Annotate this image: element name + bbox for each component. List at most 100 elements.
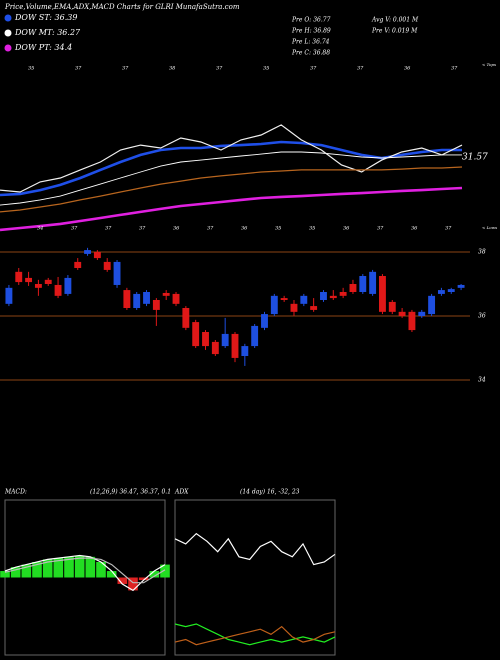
candle-body — [320, 292, 327, 300]
date-label: 36 — [241, 226, 248, 232]
note: < Tops — [482, 62, 496, 67]
date-label: 35 — [275, 226, 281, 232]
histogram-bar — [10, 567, 21, 578]
histogram-bar — [117, 577, 128, 584]
candle-body — [5, 287, 13, 304]
date-label: 37 — [445, 226, 452, 232]
histogram-bar — [85, 556, 96, 578]
candle-body — [329, 295, 337, 299]
candle-body — [388, 301, 396, 312]
histogram-bar — [74, 555, 85, 578]
series-line — [0, 151, 462, 206]
candle-body — [447, 289, 455, 292]
candle-body — [369, 271, 377, 294]
candle-body — [231, 333, 239, 358]
candle-body — [64, 277, 72, 294]
histogram-bar — [149, 571, 160, 578]
series-line — [0, 186, 463, 232]
candle-body — [290, 303, 298, 312]
histogram-bar — [42, 559, 53, 578]
candle-body — [418, 311, 426, 316]
candle-body — [261, 314, 268, 328]
date-label: 37 — [377, 226, 384, 232]
series-line — [174, 532, 336, 566]
date-label: 37 — [71, 226, 78, 232]
candle-body — [192, 322, 200, 347]
date-label: 36 — [343, 226, 350, 232]
panel-subtitle: (14 day) 16, -32, 23 — [240, 489, 300, 496]
candle-body — [280, 298, 288, 300]
candle-body — [44, 279, 52, 284]
y-tick-label: 38 — [478, 249, 486, 256]
panel — [174, 499, 336, 656]
histogram-bar — [138, 577, 149, 581]
candle-body — [349, 284, 357, 292]
date-label: 37 — [122, 66, 129, 72]
candle-body — [221, 333, 229, 347]
candle-body — [93, 252, 101, 259]
stat: Pre O: 36.77 — [291, 17, 331, 24]
panel — [4, 499, 166, 656]
candle-body — [300, 295, 308, 304]
candle-body — [113, 261, 121, 285]
legend-label: DOW MT: 36.27 — [14, 28, 81, 37]
panel-subtitle: (12,26,9) 36.47, 36.37, 0.1 — [90, 489, 171, 496]
date-label: 38 — [169, 66, 175, 72]
date-label: 36 — [411, 226, 418, 232]
histogram-bar — [64, 556, 74, 578]
date-label: 37 — [310, 66, 317, 72]
candle-body — [202, 332, 209, 347]
candle-body — [241, 346, 249, 356]
legend-marker — [4, 14, 12, 22]
note: < Lows — [482, 225, 497, 230]
panel-title: ADX — [174, 489, 189, 496]
histogram-bar — [160, 564, 170, 578]
candle-body — [251, 325, 259, 347]
date-label: 37 — [451, 66, 458, 72]
date-label: 34 — [37, 226, 43, 232]
candle-body — [162, 292, 170, 296]
series-line — [4, 557, 166, 584]
date-label: 37 — [75, 66, 82, 72]
candle-body — [133, 293, 141, 308]
title: Price,Volume,EMA,ADX,MACD Charts for GLR… — [4, 3, 240, 11]
histogram-bar — [128, 577, 138, 591]
candle-body — [339, 292, 347, 296]
series-line — [0, 140, 462, 197]
candle-body — [103, 261, 111, 270]
legend-label: DOW ST: 36.39 — [14, 13, 77, 22]
stat: Pre C: 36.88 — [291, 50, 330, 57]
candle-body — [270, 295, 278, 315]
candle-body — [457, 284, 465, 288]
date-label: 37 — [207, 226, 214, 232]
stat: Pre H: 36.89 — [291, 28, 331, 35]
date-label: 35 — [263, 66, 269, 72]
candle-body — [437, 290, 445, 294]
series-line — [174, 625, 336, 646]
candle-body — [172, 293, 180, 304]
candle-body — [182, 308, 190, 328]
candle-body — [152, 300, 160, 310]
candle-body — [398, 311, 406, 316]
candle-body — [34, 284, 42, 288]
stat: Avg V: 0.001 M — [371, 17, 419, 24]
histogram-bar — [21, 564, 32, 578]
legend-marker — [4, 29, 12, 37]
y-tick-label: 36 — [478, 313, 486, 320]
legend-label: DOW PT: 34.4 — [14, 43, 72, 52]
histogram-bar — [32, 562, 42, 578]
candle-body — [408, 311, 416, 331]
date-label: 36 — [173, 226, 180, 232]
stat: Pre V: 0.019 M — [371, 28, 418, 35]
histogram-bar — [96, 562, 106, 578]
stat: Pre L: 36.74 — [291, 39, 330, 46]
candle-body — [211, 341, 219, 355]
candle-body — [84, 250, 91, 254]
y-tick-label: 34 — [478, 377, 486, 384]
candle-body — [15, 271, 23, 283]
panel-title: MACD: — [4, 489, 27, 496]
histogram-bar — [53, 558, 64, 578]
legend-marker — [4, 44, 12, 52]
candle-body — [123, 290, 131, 308]
